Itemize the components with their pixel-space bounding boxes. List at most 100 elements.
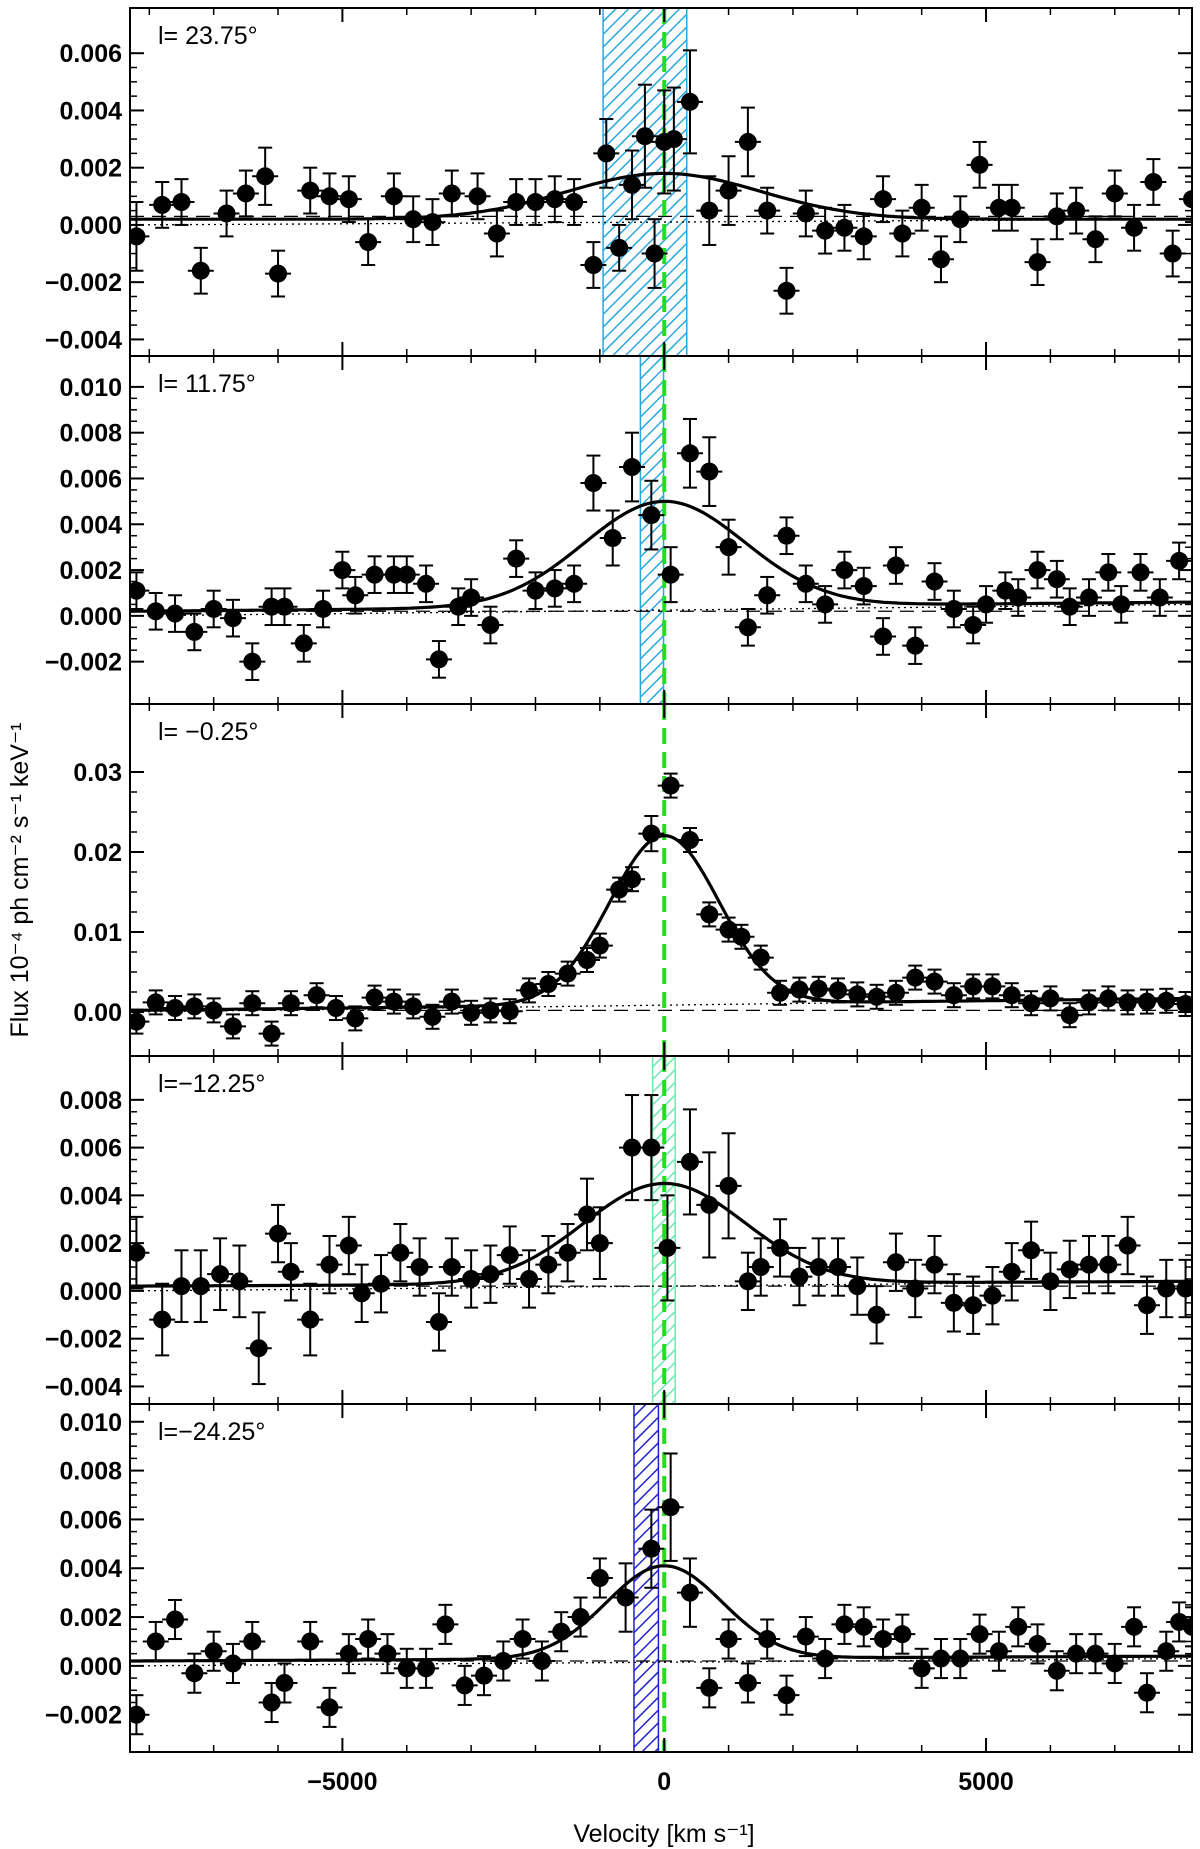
data-point <box>1043 192 1070 241</box>
data-point <box>870 1618 897 1660</box>
point-marker <box>404 210 423 229</box>
point-marker <box>758 201 777 220</box>
point-marker <box>1183 1617 1192 1636</box>
data-point <box>419 1003 446 1030</box>
point-marker <box>983 977 1002 996</box>
point-marker <box>893 224 912 243</box>
point-marker <box>635 127 654 146</box>
point-marker <box>1118 993 1137 1012</box>
data-point <box>1082 1633 1109 1675</box>
x-axis-label: Velocity [km s⁻¹] <box>573 1820 754 1848</box>
point-marker <box>1067 201 1086 220</box>
point-marker <box>1060 1260 1079 1279</box>
point-marker <box>236 184 255 203</box>
point-marker <box>1137 1296 1156 1315</box>
point-marker <box>223 1017 242 1036</box>
data-point <box>387 1223 414 1283</box>
data-point <box>554 1223 581 1283</box>
data-point <box>940 982 967 1009</box>
point-marker <box>1047 1661 1066 1680</box>
point-marker <box>777 526 796 545</box>
y-tick-label: 0.004 <box>59 1555 122 1583</box>
point-marker <box>719 1176 738 1195</box>
point-marker <box>262 1024 281 1043</box>
data-point <box>676 1108 703 1216</box>
point-marker <box>301 181 320 200</box>
point-marker <box>558 1243 577 1262</box>
point-marker <box>1163 244 1182 263</box>
point-marker <box>874 627 893 646</box>
data-point <box>187 1249 214 1323</box>
data-point <box>844 1256 871 1316</box>
data-point <box>181 612 208 652</box>
data-point <box>734 1662 761 1704</box>
point-marker <box>642 824 661 843</box>
data-point <box>908 183 935 232</box>
point-marker <box>468 187 487 206</box>
data-point <box>812 206 839 255</box>
point-marker <box>417 1659 436 1678</box>
point-marker <box>700 201 719 220</box>
point-marker <box>429 1312 448 1331</box>
data-point <box>1121 203 1148 252</box>
y-tick-label: −0.004 <box>45 326 122 354</box>
data-point <box>947 195 974 244</box>
point-marker <box>835 1615 854 1634</box>
point-marker <box>642 506 661 525</box>
point-marker <box>1150 588 1169 607</box>
fit-curve <box>130 833 1192 1013</box>
data-point <box>451 1664 478 1706</box>
data-point <box>464 172 491 221</box>
point-marker <box>1067 1644 1086 1663</box>
data-point <box>252 146 279 206</box>
point-marker <box>442 1258 461 1277</box>
data-point <box>586 932 613 959</box>
point-marker <box>816 1649 835 1668</box>
y-tick-label: 0.010 <box>59 374 122 402</box>
y-tick-label: 0.006 <box>59 1506 122 1534</box>
data-point <box>181 1652 208 1694</box>
point-marker <box>462 1269 481 1288</box>
point-marker <box>507 549 526 568</box>
data-point <box>812 1638 839 1680</box>
y-tick-label: 0.008 <box>59 1087 122 1115</box>
data-point <box>960 1275 987 1335</box>
point-marker <box>1144 173 1163 191</box>
data-point <box>767 979 794 1006</box>
data-point <box>902 964 929 991</box>
data-point <box>657 772 684 799</box>
point-marker <box>854 577 873 596</box>
point-marker <box>751 948 770 967</box>
data-point <box>355 218 382 266</box>
data-point <box>226 1244 253 1319</box>
point-marker <box>153 1310 172 1329</box>
point-marker <box>256 167 275 186</box>
y-tick-label: 0.008 <box>59 1458 122 1486</box>
data-point <box>696 175 723 246</box>
point-marker <box>680 444 699 463</box>
data-point <box>638 479 665 551</box>
data-point <box>812 585 839 624</box>
point-marker <box>500 1002 519 1021</box>
point-marker <box>989 1642 1008 1661</box>
point-marker <box>642 1138 661 1157</box>
point-marker <box>223 609 242 628</box>
data-point <box>297 166 324 215</box>
point-marker <box>970 1625 989 1644</box>
data-point <box>355 1618 382 1660</box>
point-marker <box>623 458 642 477</box>
point-marker <box>339 1644 358 1663</box>
data-point <box>754 1618 781 1660</box>
data-point <box>825 1237 851 1297</box>
point-marker <box>404 997 423 1016</box>
point-marker <box>372 1274 391 1293</box>
point-marker <box>584 256 603 274</box>
point-marker <box>758 1630 777 1649</box>
data-point <box>219 598 246 638</box>
data-point <box>374 1633 401 1675</box>
data-point <box>561 178 588 226</box>
point-marker <box>1183 190 1192 209</box>
point-marker <box>597 144 616 163</box>
data-point <box>1095 553 1122 592</box>
